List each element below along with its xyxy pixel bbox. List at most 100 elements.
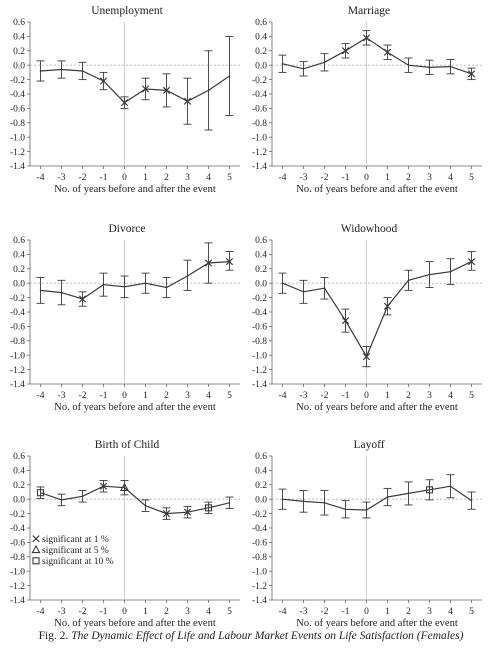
x-axis-label: No. of years before and after the event xyxy=(54,184,216,195)
series-line xyxy=(40,261,230,300)
x-tick-label: 5 xyxy=(227,391,232,401)
x-tick-label: 4 xyxy=(448,607,453,617)
y-tick-label: 0.0 xyxy=(255,495,267,505)
x-tick-label: 4 xyxy=(448,391,453,401)
y-tick-label: -0.6 xyxy=(10,539,25,549)
y-tick-label: 0.4 xyxy=(13,467,25,477)
y-tick-label: 0.0 xyxy=(255,61,267,71)
y-tick-label: -0.4 xyxy=(10,308,25,318)
y-tick-label: -1.2 xyxy=(10,366,25,376)
x-tick-label: 3 xyxy=(185,607,190,617)
data-point xyxy=(323,502,326,504)
data-point xyxy=(281,282,284,285)
y-tick-label: -1.2 xyxy=(10,582,25,592)
data-point xyxy=(323,287,326,290)
legend-label: significant at 1 % xyxy=(42,534,109,545)
x-tick-label: 1 xyxy=(143,607,148,617)
data-point xyxy=(470,499,473,502)
data-point-x xyxy=(99,77,108,85)
y-tick-label: 0.2 xyxy=(255,265,267,275)
data-point xyxy=(186,275,189,277)
data-point xyxy=(323,61,326,64)
x-tick-label: 3 xyxy=(427,391,432,401)
x-tick-label: -1 xyxy=(100,607,108,617)
y-tick-label: -0.8 xyxy=(10,119,25,129)
y-tick-label: 0.2 xyxy=(13,265,25,275)
x-tick-label: 2 xyxy=(406,173,411,183)
y-tick-label: 0.4 xyxy=(13,33,25,43)
x-axis-label: No. of years before and after the event xyxy=(296,184,458,195)
y-tick-label: 0.6 xyxy=(13,452,25,462)
x-tick-label: -4 xyxy=(279,173,287,183)
caption-title: The Dynamic Effect of Life and Labour Ma… xyxy=(71,630,464,642)
data-point xyxy=(144,282,147,285)
x-tick-label: -1 xyxy=(100,391,108,401)
y-tick-label: 0.0 xyxy=(13,495,25,505)
chart-title: Birth of Child xyxy=(95,439,160,451)
chart-title: Marriage xyxy=(348,5,390,17)
y-tick-label: 0.6 xyxy=(13,18,25,28)
figure-caption: Fig. 2. The Dynamic Effect of Life and L… xyxy=(6,630,496,642)
x-tick-label: 2 xyxy=(164,173,169,183)
data-point-x xyxy=(383,48,392,56)
y-tick-label: -0.2 xyxy=(252,510,267,520)
y-tick-label: -1.0 xyxy=(10,351,25,361)
data-point xyxy=(60,68,63,71)
data-point-x xyxy=(341,317,350,325)
y-tick-label: 0.6 xyxy=(255,18,267,28)
x-tick-label: 4 xyxy=(206,607,211,617)
data-point-x xyxy=(162,509,171,518)
legend-label: significant at 5 % xyxy=(42,545,109,556)
data-point xyxy=(386,496,389,498)
y-tick-label: -0.2 xyxy=(252,294,267,304)
data-point xyxy=(81,495,84,498)
data-point-x xyxy=(162,86,171,95)
y-tick-label: -1.4 xyxy=(252,380,267,390)
x-tick-label: -4 xyxy=(37,391,45,401)
y-tick-label: -0.4 xyxy=(252,90,267,100)
data-point xyxy=(228,502,231,504)
data-point-x xyxy=(120,99,129,107)
x-tick-label: -1 xyxy=(342,173,350,183)
x-tick-label: 3 xyxy=(427,173,432,183)
y-tick-label: -0.8 xyxy=(252,119,267,129)
y-tick-label: -0.2 xyxy=(10,76,25,86)
data-point xyxy=(449,65,452,68)
y-tick-label: 0.2 xyxy=(13,481,25,491)
x-tick-label: -3 xyxy=(300,173,308,183)
y-tick-label: -0.2 xyxy=(10,510,25,520)
data-point xyxy=(39,70,42,72)
x-tick-label: 4 xyxy=(206,391,211,401)
x-tick-label: 1 xyxy=(385,391,390,401)
data-point-triangle xyxy=(119,482,130,492)
y-tick-label: -1.0 xyxy=(252,351,267,361)
y-tick-label: -1.0 xyxy=(252,133,267,143)
data-point xyxy=(165,286,168,289)
x-tick-label: 1 xyxy=(143,173,148,183)
data-point xyxy=(60,499,63,501)
data-point-x xyxy=(183,508,192,516)
y-tick-label: 0.4 xyxy=(13,251,25,261)
data-point-square xyxy=(204,504,213,512)
chart-panel-4: Birth of Child 0.6 0.4 0.2 0.0 -0.2 -0.4 -0.6 -0… xyxy=(10,439,240,629)
x-axis-label: No. of years before and after the event xyxy=(296,402,458,413)
data-point xyxy=(207,89,210,92)
data-point-x xyxy=(204,259,213,267)
figure-panels: Unemployment 0.6 0.4 0.2 0.0 -0.2 -0.4 -0.6 -0.8… xyxy=(10,5,482,629)
data-point xyxy=(449,485,452,488)
x-tick-label: -3 xyxy=(300,391,308,401)
legend-label: significant at 10 % xyxy=(42,556,114,567)
x-tick-label: 3 xyxy=(427,607,432,617)
chart-panel-3: Widowhood 0.6 0.4 0.2 0.0 -0.2 -0.4 -0.6 -0.8 -1.… xyxy=(252,223,482,413)
y-tick-label: -1.2 xyxy=(10,148,25,158)
y-tick-label: 0.4 xyxy=(255,33,267,43)
data-point xyxy=(428,273,431,276)
x-tick-label: -1 xyxy=(342,391,350,401)
series-line xyxy=(282,485,472,511)
x-tick-label: -4 xyxy=(37,173,45,183)
y-tick-label: -0.6 xyxy=(252,105,267,115)
chart-title: Layoff xyxy=(353,439,384,451)
data-point-x xyxy=(362,34,371,42)
x-tick-label: 3 xyxy=(185,391,190,401)
data-point-x xyxy=(383,302,392,310)
